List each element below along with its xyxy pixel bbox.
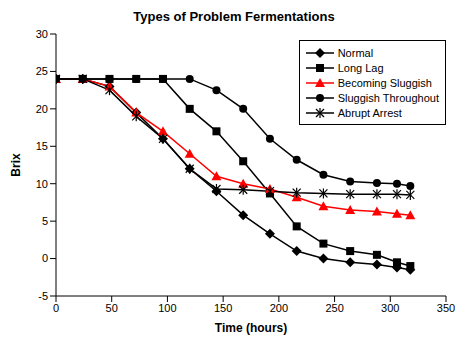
svg-text:30: 30 (36, 28, 48, 40)
svg-text:150: 150 (214, 302, 232, 314)
svg-text:0: 0 (53, 302, 59, 314)
svg-text:200: 200 (270, 302, 288, 314)
html-text:Abrupt Arrest: Abrupt Arrest (337, 106, 402, 119)
svg-text:0: 0 (42, 252, 48, 264)
svg-text:250: 250 (325, 302, 343, 314)
svg-text:50: 50 (106, 302, 118, 314)
svg-text:Time (hours): Time (hours) (215, 321, 287, 335)
svg-text:25: 25 (36, 65, 48, 77)
svg-text:10: 10 (36, 178, 48, 190)
svg-text:300: 300 (381, 302, 399, 314)
svg-text:-5: -5 (38, 290, 48, 302)
svg-text:15: 15 (36, 140, 48, 152)
html-text:Types of Problem Fermentations: Types of Problem Fermentations (133, 9, 335, 24)
svg-text:Brix: Brix (9, 153, 23, 177)
html-text:Long Lag: Long Lag (337, 61, 384, 74)
svg-text:5: 5 (42, 215, 48, 227)
svg-text:20: 20 (36, 103, 48, 115)
svg-text:100: 100 (158, 302, 176, 314)
svg-text:350: 350 (437, 302, 455, 314)
html-text:Becoming Sluggish: Becoming Sluggish (337, 76, 432, 89)
html-text:Normal: Normal (337, 46, 374, 59)
html-text:Sluggish Throughout: Sluggish Throughout (337, 91, 439, 104)
